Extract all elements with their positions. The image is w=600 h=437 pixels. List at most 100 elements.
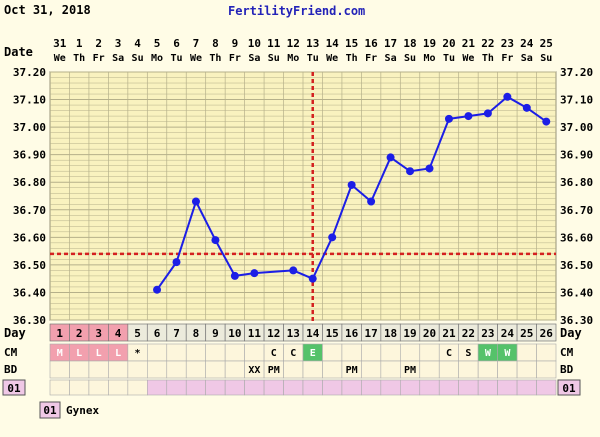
weekday-label: We: [326, 53, 338, 64]
cycle-cell: [380, 379, 401, 396]
y-tick-label-right: 36.30: [560, 314, 593, 327]
bd-cell: [380, 360, 401, 379]
y-tick-label-right: 36.70: [560, 204, 593, 217]
cycle-cell: [127, 379, 148, 396]
day-number: 22: [462, 327, 475, 340]
cycle-cell: [108, 379, 129, 396]
cycle-row-label-box: [2, 379, 26, 396]
weekday-label: Tu: [307, 53, 319, 64]
weekday-label: Th: [73, 53, 85, 64]
date-label: 22: [481, 37, 494, 50]
date-label: 12: [287, 37, 300, 50]
temperature-point: [153, 285, 162, 294]
date-label: 6: [173, 37, 180, 50]
cycle-cell: [244, 379, 265, 396]
date-label: 31: [53, 37, 67, 50]
date-label: 18: [403, 37, 416, 50]
cm-value: *: [135, 348, 141, 359]
cycle-cell: [516, 379, 537, 396]
day-number: 4: [115, 327, 122, 340]
temperature-point: [406, 167, 415, 176]
temperature-point: [230, 271, 239, 280]
y-tick-label-right: 36.60: [560, 231, 593, 244]
y-tick-label-right: 36.50: [560, 259, 593, 272]
date-row-label: Date: [4, 45, 33, 59]
day-number: 14: [306, 327, 320, 340]
temperature-point: [328, 233, 337, 242]
weekday-label: Sa: [521, 53, 533, 64]
weekday-label: Su: [540, 53, 552, 64]
day-number: 16: [345, 327, 359, 340]
temperature-point: [347, 180, 356, 189]
day-number: 24: [501, 327, 515, 340]
bd-cell: [69, 360, 90, 379]
temperature-line: [214, 239, 236, 277]
cm-value: L: [76, 348, 82, 359]
cycle-cell: [400, 379, 421, 396]
cycle-cell: [147, 379, 168, 396]
cm-cell: [147, 343, 168, 362]
cm-value: W: [485, 348, 492, 359]
temperature-line: [254, 269, 294, 275]
y-tick-label-right: 36.40: [560, 286, 593, 299]
temperature-line: [311, 236, 334, 280]
date-label: 3: [115, 37, 122, 50]
temperature-line: [370, 157, 392, 202]
y-tick-label-left: 36.80: [13, 176, 46, 189]
date-label: 8: [212, 37, 219, 50]
cm-cell: [341, 343, 362, 362]
bd-cell: [497, 360, 518, 379]
cycle-cell: [341, 379, 362, 396]
bd-cell: [458, 360, 479, 379]
y-tick-label-right: 37.00: [560, 121, 593, 134]
day-row-label: Day: [4, 326, 26, 340]
bd-cell: [185, 360, 206, 379]
cycle-cell: [302, 379, 323, 396]
date-label: 7: [193, 37, 200, 50]
date-label: 10: [248, 37, 261, 50]
cm-cell: [166, 343, 187, 362]
weekday-label: Mo: [423, 53, 435, 64]
y-tick-label-right: 36.90: [560, 149, 593, 162]
date-label: 16: [364, 37, 378, 50]
bd-value: PM: [346, 365, 358, 376]
bd-cell: [283, 360, 304, 379]
bd-cell: [516, 360, 537, 379]
day-number: 19: [403, 327, 416, 340]
temperature-point: [444, 114, 453, 123]
temperature-line: [428, 118, 450, 169]
cycle-cell: [497, 379, 518, 396]
y-tick-label-right: 37.10: [560, 94, 593, 107]
weekday-label: Fr: [229, 53, 241, 64]
day-number: 15: [326, 327, 339, 340]
bd-cell: [322, 360, 343, 379]
cm-row-label: CM: [4, 346, 18, 359]
temperature-point: [172, 258, 181, 267]
weekday-label: Sa: [112, 53, 124, 64]
cycle-cell: [322, 379, 343, 396]
bd-cell: [205, 360, 226, 379]
legend-box-label: 01: [43, 404, 57, 417]
date-label: 13: [306, 37, 319, 50]
y-tick-label-left: 36.70: [13, 204, 46, 217]
cycle-cell: [361, 379, 382, 396]
y-tick-label-left: 36.30: [13, 314, 46, 327]
cycle-cell: [263, 379, 284, 396]
cm-cell: [244, 343, 265, 362]
weekday-label: Th: [346, 53, 358, 64]
cm-value: W: [504, 348, 511, 359]
day-number: 6: [154, 327, 161, 340]
date-label: 2: [95, 37, 102, 50]
cm-value: S: [465, 348, 471, 359]
temperature-point: [386, 153, 395, 162]
weekday-label: Th: [209, 53, 221, 64]
cycle-cell: [205, 379, 226, 396]
day-number: 1: [56, 327, 63, 340]
day-number: 10: [228, 327, 241, 340]
cm-cell: [380, 343, 401, 362]
day-number: 12: [267, 327, 280, 340]
weekday-label: Su: [132, 53, 144, 64]
day-number: 2: [76, 327, 83, 340]
cm-cell: [361, 343, 382, 362]
